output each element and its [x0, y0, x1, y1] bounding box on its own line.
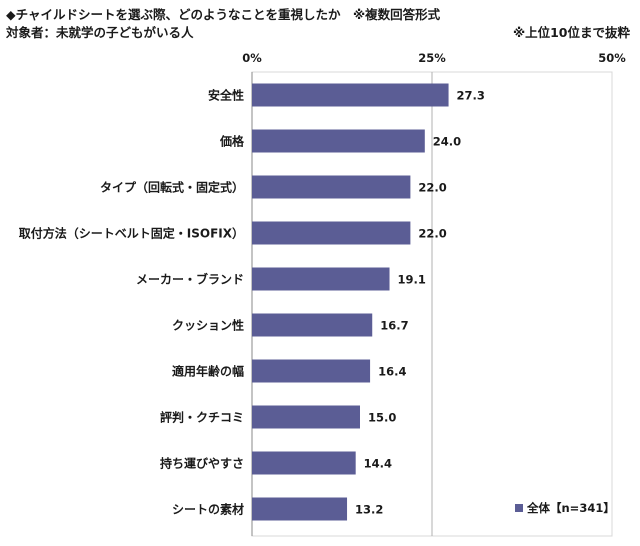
chart-subtitle-target: 対象者：未就学の子どもがいる人: [6, 25, 194, 40]
bar: [252, 497, 348, 521]
bar: [252, 313, 373, 337]
chart-note: ※上位10位まで抜粋: [512, 25, 630, 40]
legend-swatch: [515, 504, 523, 512]
category-label: 適用年齢の幅: [172, 364, 244, 379]
bar: [252, 451, 356, 475]
bar: [252, 83, 449, 107]
bar: [252, 175, 411, 199]
data-label: 16.7: [380, 319, 408, 333]
bar: [252, 405, 360, 429]
x-tick-label: 50%: [598, 51, 626, 65]
bar: [252, 359, 371, 383]
category-label: 持ち運びやすさ: [160, 456, 244, 471]
x-tick-label: 25%: [418, 51, 446, 65]
category-label: クッション性: [172, 318, 244, 333]
data-label: 15.0: [368, 411, 396, 425]
data-label: 27.3: [457, 89, 485, 103]
bar: [252, 267, 390, 291]
legend-label: 全体【n=341】: [526, 501, 615, 515]
chart-title: ◆チャイルドシートを選ぶ際、どのようなことを重視したか ※複数回答形式: [6, 7, 441, 22]
x-tick-label: 0%: [242, 51, 262, 65]
category-label: 評判・クチコミ: [160, 410, 244, 425]
data-label: 16.4: [378, 365, 406, 379]
data-label: 22.0: [418, 227, 446, 241]
bar: [252, 221, 411, 245]
data-label: 24.0: [433, 135, 461, 149]
category-label: 取付方法（シートベルト固定・ISOFIX）: [19, 226, 244, 241]
data-label: 13.2: [355, 503, 383, 517]
data-label: 19.1: [398, 273, 426, 287]
bar: [252, 129, 425, 153]
category-label: 安全性: [208, 88, 244, 103]
data-label: 14.4: [364, 457, 392, 471]
data-label: 22.0: [418, 181, 446, 195]
category-label: シートの素材: [172, 502, 244, 517]
category-label: メーカー・ブランド: [136, 272, 244, 287]
category-label: タイプ（回転式・固定式）: [100, 180, 244, 195]
category-label: 価格: [219, 134, 245, 149]
